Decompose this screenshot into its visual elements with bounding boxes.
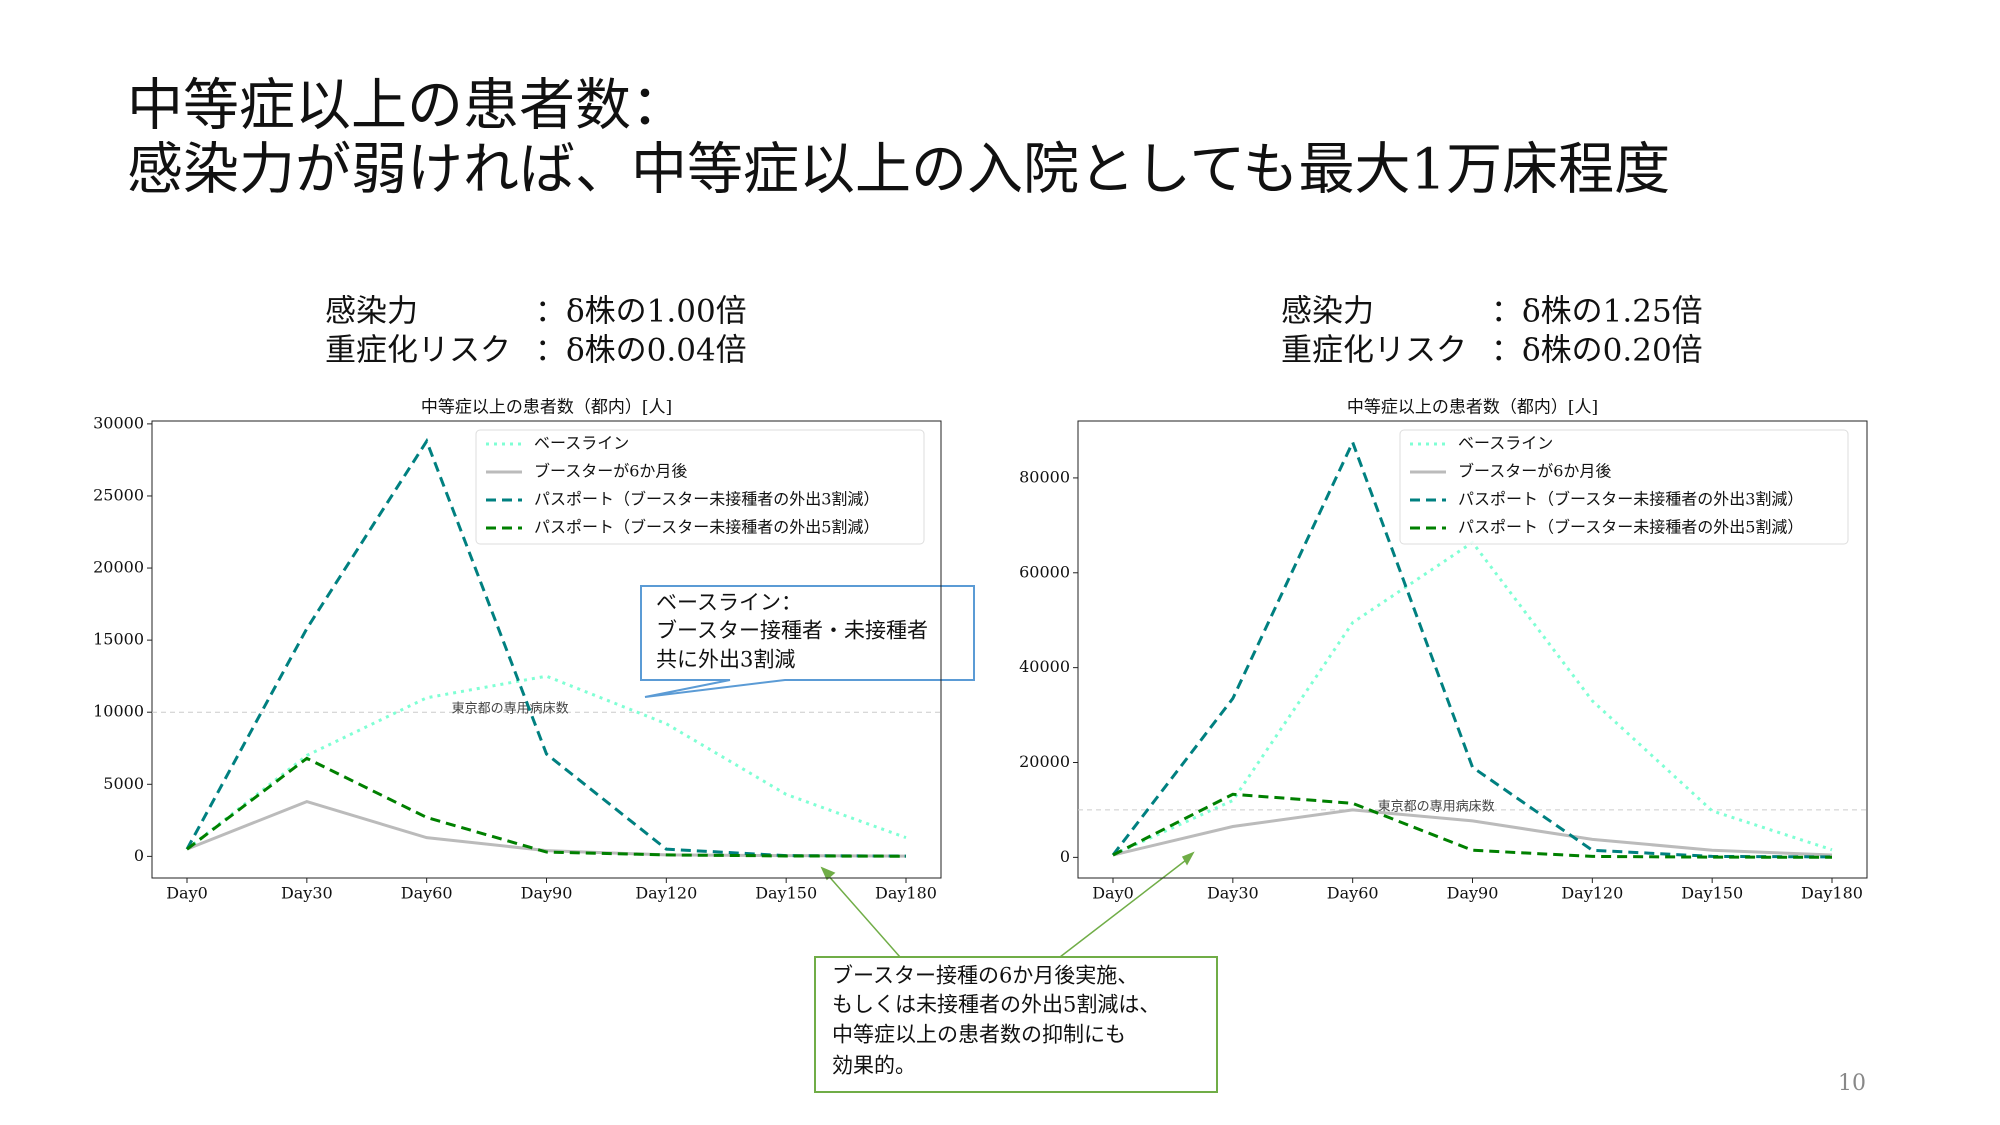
callout-box <box>814 956 1218 1093</box>
condition-label: 感染力 <box>325 294 418 330</box>
callout-text: 共に外出3割減 <box>656 648 795 672</box>
x-tick-label: Day180 <box>875 884 937 903</box>
legend-box <box>475 429 925 545</box>
x-tick-label: Day150 <box>1681 884 1743 903</box>
series-line <box>1111 438 1833 859</box>
condition-label: 感染力 <box>1281 294 1374 330</box>
legend-label: ブースターが6か月後 <box>534 462 687 481</box>
x-tick-label: Day30 <box>281 884 333 903</box>
condition-value: ：δ株の1.25倍 <box>1491 294 1703 330</box>
series-line <box>1112 808 1833 857</box>
series-line <box>1112 792 1833 859</box>
y-tick-label: 60000 <box>1019 562 1070 581</box>
chart-title: 中等症以上の患者数（都内）[人] <box>1347 398 1598 418</box>
threshold-label: 東京都の専用病床数 <box>1378 798 1495 814</box>
y-tick-label: 80000 <box>1019 467 1070 486</box>
callout-text: ブースター接種の6か月後実施、 <box>832 964 1138 988</box>
legend-box <box>1399 429 1849 545</box>
callout-text: ベースライン： <box>656 591 802 615</box>
x-tick-label: Day0 <box>166 884 208 903</box>
page-number: 10 <box>1838 1071 1866 1096</box>
threshold-label: 東京都の専用病床数 <box>452 701 569 717</box>
legend-label: ベースライン <box>1458 434 1553 453</box>
condition-value: ：δ株の0.04倍 <box>535 333 747 369</box>
condition-label: 重症化リスク <box>1281 333 1467 369</box>
x-tick-label: Day120 <box>635 884 697 903</box>
x-tick-label: Day0 <box>1092 884 1134 903</box>
callout-text: もしくは未接種者の外出5割減は、 <box>832 993 1160 1017</box>
y-tick-label: 10000 <box>93 702 144 721</box>
legend-label: パスポート（ブースター未接種者の外出5割減） <box>534 518 879 537</box>
y-tick-label: 0 <box>134 846 144 865</box>
x-tick-label: Day30 <box>1207 884 1259 903</box>
condition-label: 重症化リスク <box>325 333 511 369</box>
condition-value: ：δ株の1.00倍 <box>535 294 747 330</box>
callout-text: ブースター接種者・未接種者 <box>656 619 928 643</box>
y-tick-label: 25000 <box>93 485 144 504</box>
legend-label: パスポート（ブースター未接種者の外出3割減） <box>534 490 879 509</box>
y-tick-label: 0 <box>1060 847 1070 866</box>
y-tick-label: 5000 <box>103 774 144 793</box>
legend-label: ブースターが6か月後 <box>1458 462 1611 481</box>
x-tick-label: Day180 <box>1801 884 1863 903</box>
x-tick-label: Day150 <box>755 884 817 903</box>
legend-label: パスポート（ブースター未接種者の外出3割減） <box>1458 490 1803 509</box>
callout-text: 中等症以上の患者数の抑制にも <box>832 1023 1126 1047</box>
callout-arrows <box>820 851 1195 958</box>
series-line <box>186 674 907 851</box>
x-tick-label: Day90 <box>521 884 573 903</box>
series-line <box>186 756 907 858</box>
legend-label: ベースライン <box>534 434 629 453</box>
y-tick-label: 20000 <box>93 558 144 577</box>
series-line <box>186 800 907 858</box>
x-tick-label: Day60 <box>1327 884 1379 903</box>
slide-title: 感染力が弱ければ、中等症以上の入院としても最大1万床程度 <box>127 138 1670 203</box>
x-tick-label: Day120 <box>1561 884 1623 903</box>
condition-value: ：δ株の0.20倍 <box>1491 333 1703 369</box>
chart-title: 中等症以上の患者数（都内）[人] <box>421 398 672 418</box>
callout-box <box>640 585 975 698</box>
y-tick-label: 15000 <box>93 630 144 649</box>
y-tick-label: 30000 <box>93 413 144 432</box>
slide-title: 中等症以上の患者数： <box>127 74 687 139</box>
y-tick-label: 20000 <box>1019 752 1070 771</box>
legend-label: パスポート（ブースター未接種者の外出5割減） <box>1458 518 1803 537</box>
x-tick-label: Day90 <box>1447 884 1499 903</box>
callout-text: 効果的。 <box>832 1054 916 1078</box>
x-tick-label: Day60 <box>401 884 453 903</box>
y-tick-label: 40000 <box>1019 657 1070 676</box>
